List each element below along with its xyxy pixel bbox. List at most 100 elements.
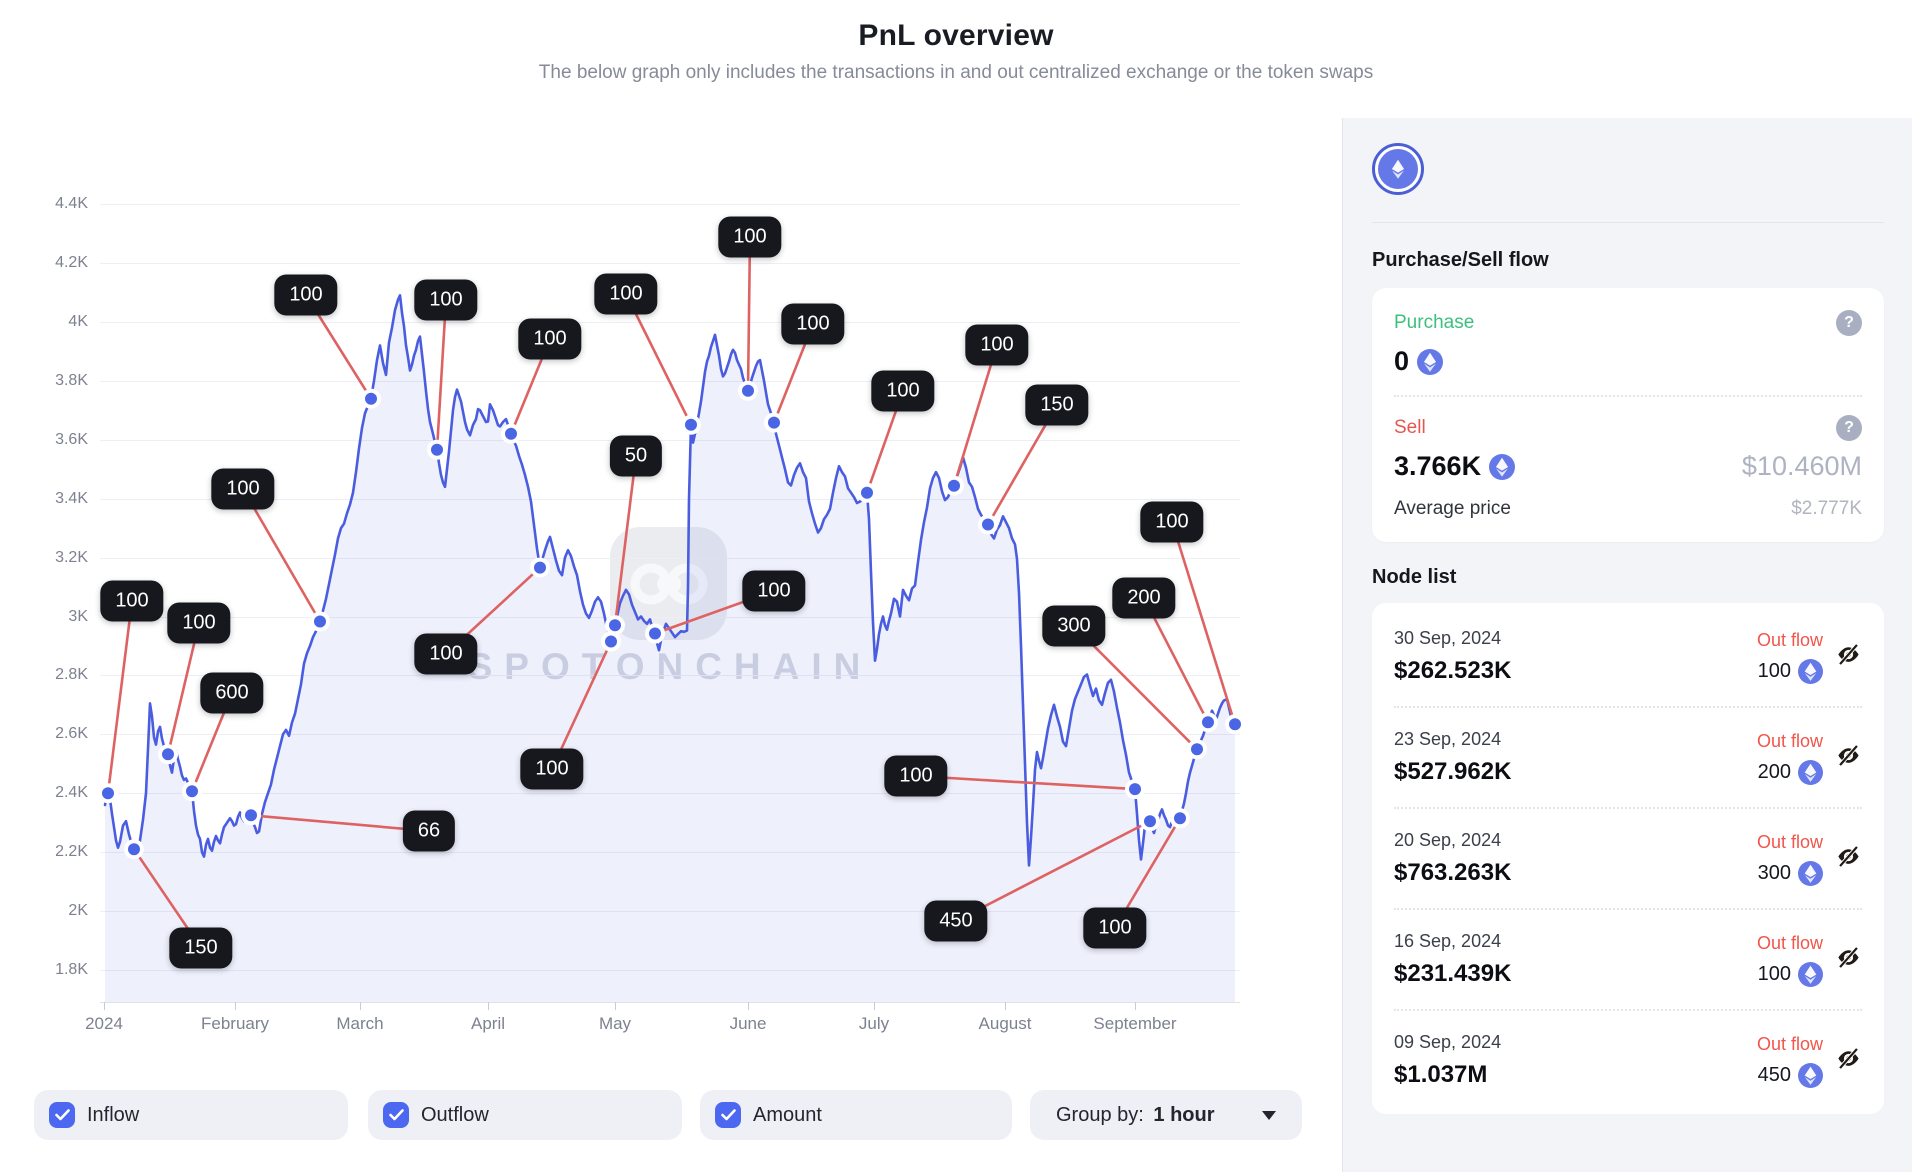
x-axis-label: April	[470, 1014, 505, 1033]
outflow-filter[interactable]: Outflow	[368, 1090, 682, 1140]
node-row[interactable]: 20 Sep, 2024 $763.263K Out flow 300	[1394, 809, 1862, 910]
flow-point-marker[interactable]	[124, 839, 144, 860]
flow-point-marker[interactable]	[944, 475, 964, 496]
node-row[interactable]: 09 Sep, 2024 $1.037M Out flow 450	[1394, 1011, 1862, 1110]
eye-off-icon[interactable]	[1835, 1045, 1862, 1077]
tag-connector-line	[250, 814, 430, 833]
x-axis-tick	[874, 1002, 875, 1010]
help-icon[interactable]: ?	[1836, 415, 1862, 441]
flow-point-marker[interactable]	[241, 805, 261, 826]
y-axis-label: 3.2K	[55, 548, 88, 566]
y-axis-label: 4.4K	[55, 195, 88, 212]
flow-point-marker[interactable]	[1198, 712, 1218, 733]
outflow-checkbox-icon[interactable]	[383, 1102, 409, 1128]
tag-connector-line	[241, 488, 322, 623]
group-by-value: 1 hour	[1153, 1103, 1215, 1126]
amount-checkbox-icon[interactable]	[715, 1102, 741, 1128]
flow-amount-tag: 600	[200, 672, 264, 714]
price-line	[103, 294, 1237, 867]
flow-point-marker[interactable]	[764, 412, 784, 433]
flow-point-marker[interactable]	[1187, 739, 1207, 760]
y-axis-label: 3.4K	[55, 489, 88, 507]
flow-point-marker[interactable]	[427, 439, 447, 460]
flow-point-marker[interactable]	[605, 615, 625, 636]
eye-off-icon[interactable]	[1835, 944, 1862, 976]
flow-point-marker[interactable]	[1225, 714, 1245, 735]
flow-amount-tag: 150	[1025, 384, 1089, 426]
node-row[interactable]: 30 Sep, 2024 $262.523K Out flow 100	[1394, 607, 1862, 708]
node-usd: $1.037M	[1394, 1061, 1488, 1088]
x-axis-label: August	[978, 1014, 1032, 1033]
flow-point-marker[interactable]	[310, 611, 330, 632]
flow-point-marker[interactable]	[501, 423, 521, 444]
inflow-filter[interactable]: Inflow	[34, 1090, 348, 1140]
x-axis-label: March	[336, 1014, 384, 1033]
flow-point-marker[interactable]	[361, 388, 381, 409]
tag-connector-line	[1142, 597, 1210, 723]
group-by-dropdown[interactable]: Group by: 1 hour	[1030, 1090, 1302, 1140]
flow-amount-tag: 100	[518, 318, 582, 360]
flow-amount-tag: 100	[274, 274, 338, 316]
gridline	[100, 204, 1240, 205]
x-axis-tick	[488, 1002, 489, 1010]
ethereum-glyph-icon	[1385, 156, 1411, 182]
spotonchain-watermark-text: SPOTONCHAIN	[420, 646, 920, 688]
flow-point-marker[interactable]	[1125, 779, 1145, 800]
flow-point-marker[interactable]	[978, 514, 998, 535]
node-row[interactable]: 16 Sep, 2024 $231.439K Out flow 100	[1394, 910, 1862, 1011]
flow-amount-tag: 100	[100, 580, 164, 622]
help-icon[interactable]: ?	[1836, 310, 1862, 336]
flow-point-marker[interactable]	[645, 623, 665, 644]
node-date: 23 Sep, 2024	[1394, 729, 1502, 749]
ethereum-icon	[1798, 1062, 1823, 1088]
flow-amount-tag: 100	[1083, 907, 1147, 949]
page-header: PnL overview The below graph only includ…	[0, 0, 1912, 119]
flow-point-marker[interactable]	[601, 631, 621, 652]
node-usd: $231.439K	[1394, 960, 1512, 987]
y-axis-label: 2.6K	[55, 725, 88, 743]
y-axis-label: 2.2K	[55, 843, 88, 861]
y-axis-label: 2K	[68, 902, 88, 920]
flow-point-marker[interactable]	[158, 744, 178, 765]
node-flow-type: Out flow	[1756, 1033, 1823, 1054]
node-date: 30 Sep, 2024	[1394, 628, 1502, 648]
gridline	[100, 911, 1240, 913]
flow-point-marker[interactable]	[530, 557, 550, 578]
gridline	[100, 439, 1240, 441]
gridline	[100, 616, 1240, 618]
flow-point-marker[interactable]	[98, 783, 118, 804]
flow-point-marker[interactable]	[1170, 808, 1190, 829]
y-axis-label: 2.4K	[55, 784, 88, 802]
y-axis-label: 4.2K	[55, 253, 88, 271]
eye-off-icon[interactable]	[1835, 843, 1862, 875]
flow-amount-tag: 100	[414, 633, 478, 675]
flow-point-marker[interactable]	[182, 781, 202, 802]
x-axis-label: June	[729, 1014, 767, 1033]
tag-connector-line	[435, 299, 448, 450]
node-list-heading: Node list	[1372, 566, 1457, 588]
node-list-card: 30 Sep, 2024 $262.523K Out flow 100 23 S…	[1372, 603, 1884, 1114]
gridline	[100, 734, 1240, 736]
node-amount: 100	[1757, 659, 1791, 682]
flow-amount-tag: 100	[520, 748, 584, 790]
inflow-checkbox-icon[interactable]	[49, 1102, 75, 1128]
tag-connector-line	[746, 236, 752, 391]
y-axis-label: 2.8K	[55, 666, 88, 684]
flow-point-marker[interactable]	[681, 414, 701, 435]
x-axis-tick	[360, 1002, 361, 1010]
price-line-chart	[98, 236, 1245, 1002]
flow-amount-tag: 150	[169, 927, 233, 969]
eye-off-icon[interactable]	[1835, 742, 1862, 774]
node-flow-type: Out flow	[1756, 831, 1823, 852]
flow-point-marker[interactable]	[738, 380, 758, 401]
sell-usd-value: $10.460M	[1741, 451, 1862, 481]
flow-point-marker[interactable]	[857, 482, 877, 503]
amount-filter[interactable]: Amount	[700, 1090, 1012, 1140]
sell-value: 3.766K	[1394, 451, 1482, 481]
flow-point-marker[interactable]	[1140, 811, 1160, 832]
gridline	[100, 262, 1240, 264]
sell-label: Sell	[1394, 417, 1426, 438]
eye-off-icon[interactable]	[1835, 641, 1862, 673]
node-row[interactable]: 23 Sep, 2024 $527.962K Out flow 200	[1394, 708, 1862, 809]
